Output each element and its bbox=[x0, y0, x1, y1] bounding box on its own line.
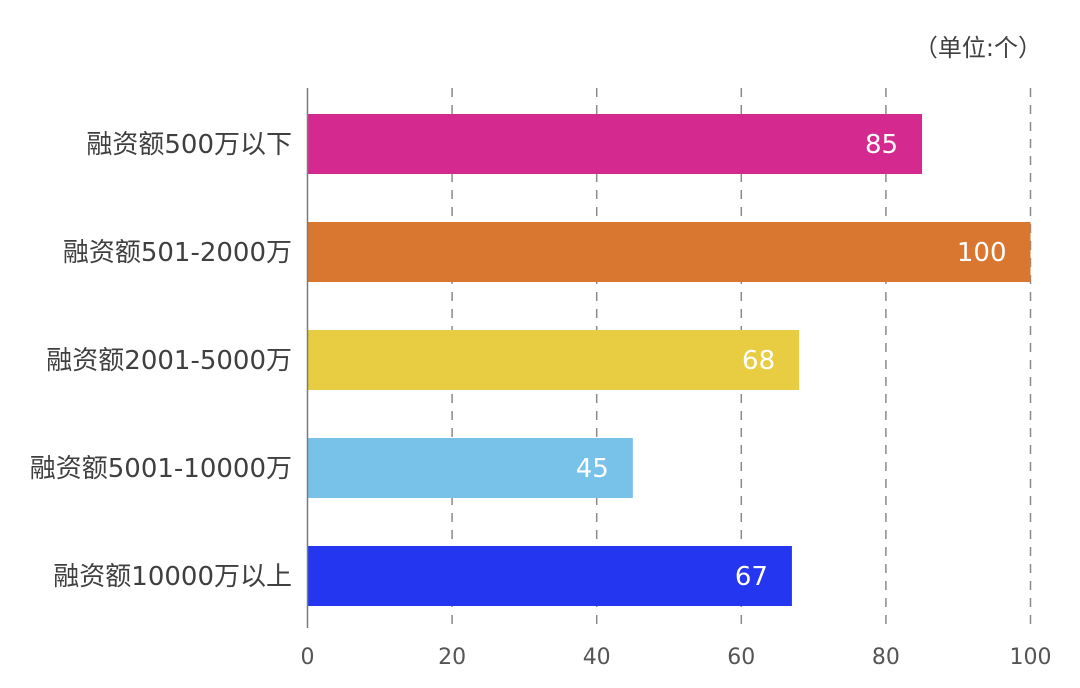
data-label: 67 bbox=[735, 562, 768, 592]
gridlines bbox=[451, 88, 1032, 628]
data-label: 68 bbox=[742, 346, 775, 376]
x-tick-label: 0 bbox=[301, 645, 315, 670]
data-label: 85 bbox=[865, 130, 898, 160]
x-tick-label: 20 bbox=[438, 645, 466, 670]
data-label: 45 bbox=[576, 454, 609, 484]
bar bbox=[307, 546, 792, 606]
x-tick-label: 80 bbox=[872, 645, 900, 670]
x-tick-label: 100 bbox=[1010, 645, 1052, 670]
x-tick-labels: 0 20 40 60 80 100 bbox=[301, 645, 1052, 670]
category-label: 融资额2001-5000万 bbox=[46, 346, 292, 376]
bar bbox=[307, 222, 1031, 282]
bar bbox=[307, 114, 923, 174]
x-tick-label: 40 bbox=[583, 645, 611, 670]
data-label: 100 bbox=[957, 238, 1007, 268]
category-label: 融资额500万以下 bbox=[86, 130, 292, 160]
category-label: 融资额5001-10000万 bbox=[30, 454, 292, 484]
category-label: 融资额10000万以上 bbox=[53, 562, 292, 592]
unit-note: （单位:个） bbox=[914, 34, 1042, 62]
category-label: 融资额501-2000万 bbox=[63, 238, 292, 268]
category-labels: 融资额500万以下融资额501-2000万融资额2001-5000万融资额500… bbox=[30, 130, 292, 592]
bars: 85 100 68 45 67 bbox=[307, 114, 1031, 606]
x-tick-label: 60 bbox=[727, 645, 755, 670]
bar bbox=[307, 330, 800, 390]
bar bbox=[307, 438, 633, 498]
